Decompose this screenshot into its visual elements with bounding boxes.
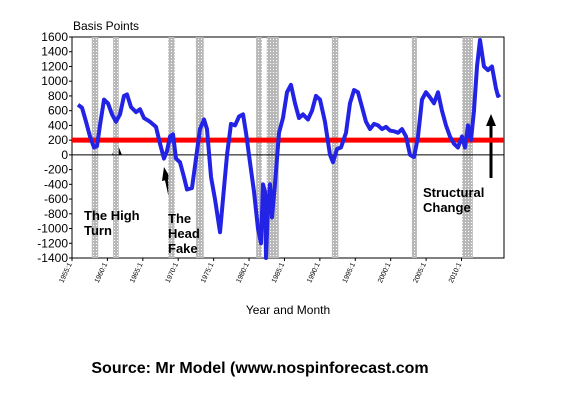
x-tick-label: 1955:1 (58, 262, 73, 284)
y-tick-label: -1200 (37, 236, 68, 250)
recession-band (195, 37, 204, 258)
y-tick-label: -1400 (37, 251, 68, 265)
recession-band (113, 37, 119, 258)
annotation: Structural Change (423, 185, 485, 215)
x-tick-label: 2010:1 (448, 262, 463, 284)
y-tick-label: 1200 (41, 59, 68, 73)
plot-frame (71, 36, 505, 259)
y-tick-label: 200 (48, 133, 68, 147)
y-tick-label: 1000 (41, 74, 68, 88)
x-tick-label: 1980:1 (235, 262, 250, 284)
recession-band (462, 37, 473, 258)
annotation: The High Turn (84, 208, 140, 238)
x-tick-label: 2005:1 (413, 262, 428, 284)
annotation: The Head Fake (168, 211, 200, 256)
y-tick-label: 600 (48, 104, 68, 118)
x-tick-label: 1990:1 (306, 262, 321, 284)
y-tick-label: 800 (48, 89, 68, 103)
x-tick-label: 1970:1 (165, 262, 180, 284)
y-tick-label: -600 (44, 192, 68, 206)
recession-band (256, 37, 262, 258)
source: Source: Mr Model (www.nospinforecast.com (91, 360, 428, 377)
y-tick-label: 400 (48, 118, 68, 132)
y-tick-label: -1000 (37, 222, 68, 236)
x-tick-label: 1995:1 (342, 262, 357, 284)
y-tick-label: -800 (44, 207, 68, 221)
recession-band (168, 37, 175, 258)
y-tick-label: -200 (44, 163, 68, 177)
x-tick-label: 2000:1 (377, 262, 392, 284)
x-tick-label: 1965:1 (129, 262, 144, 284)
y-axis-title: Basis Points (73, 19, 139, 33)
y-tick-label: 0 (61, 148, 68, 162)
x-tick-label: 1960:1 (94, 262, 109, 284)
y-tick-label: 1400 (41, 45, 68, 59)
y-tick-label: -400 (44, 177, 68, 191)
recession-band (331, 37, 339, 258)
x-tick-label: 1985:1 (271, 262, 286, 284)
y-tick-label: 1600 (41, 30, 68, 44)
series-line (76, 37, 502, 260)
x-axis-title: Year and Month (246, 303, 330, 317)
x-tick-label: 1975:1 (200, 262, 215, 284)
